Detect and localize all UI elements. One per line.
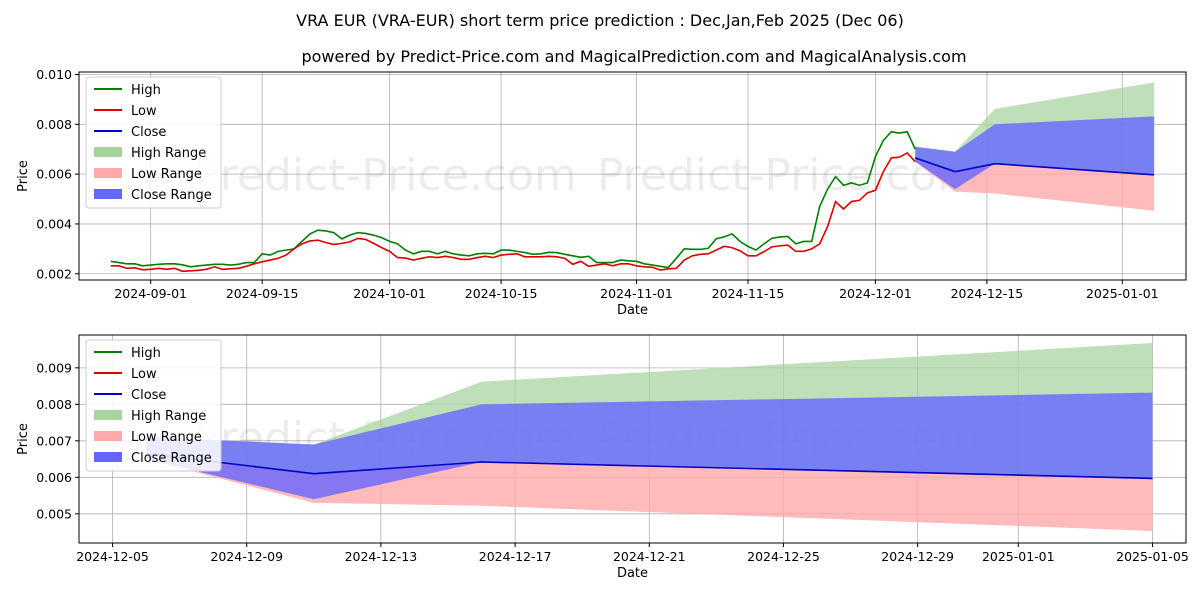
legend-label: Close [131,125,166,140]
legend-label: High [131,346,161,361]
y-axis-label: Price [16,423,31,455]
x-tick-label: 2024-12-25 [747,549,820,564]
close-range-band [146,392,1153,500]
top-chart-panel: Predict-Price.com Predict-Price.com2024-0… [16,67,1187,318]
legend-label: Close Range [131,451,212,466]
chart-title: VRA EUR (VRA-EUR) short term price predi… [296,11,904,30]
y-tick-label: 0.002 [36,266,72,281]
legend-swatch-box [94,452,122,462]
x-axis-label: Date [617,566,648,581]
bottom-chart-panel: Predict-Price.comPredict-Price.com2024-1… [16,334,1189,581]
close-forecast-line [914,157,1155,176]
y-tick-label: 0.008 [36,397,72,412]
x-tick-label: 2024-12-09 [210,549,283,564]
plot-area [110,82,1155,273]
legend: High Low Close High Range Low Range Close Ran… [85,339,222,472]
y-tick-label: 0.007 [36,433,72,448]
legend-swatch-box [94,147,122,157]
legend: High Low Close High Range Low Range Close Ran… [85,76,222,209]
legend-label: Close [131,388,166,403]
x-tick-label: 2024-10-01 [353,286,426,301]
plot-frame [78,71,1187,281]
legend-label: Close Range [131,188,212,203]
legend-swatch-box [94,189,122,199]
x-tick-label: 2024-09-01 [114,286,187,301]
x-tick-label: 2024-10-15 [465,286,538,301]
x-tick-label: 2024-09-15 [226,286,299,301]
legend-label: High [131,83,161,98]
x-tick-label: 2024-12-13 [345,549,418,564]
x-axis-label: Date [617,303,648,318]
y-tick-label: 0.008 [36,117,72,132]
x-tick-label: 2024-12-17 [479,549,552,564]
x-tick-label: 2025-01-01 [982,549,1055,564]
y-tick-label: 0.005 [36,506,72,521]
legend-label: Low [131,367,157,382]
close-forecast-line [145,452,1153,480]
y-tick-label: 0.010 [36,67,72,82]
legend-label: Low Range [131,430,202,445]
x-tick-label: 2024-12-01 [839,286,912,301]
legend-label: Low Range [131,167,202,182]
plot-area [145,343,1153,531]
legend-swatch-box [94,431,122,441]
low-history-line [110,151,916,273]
y-tick-label: 0.006 [36,470,72,485]
x-tick-label: 2025-01-05 [1116,549,1189,564]
legend-label: Low [131,104,157,119]
chart-subtitle: powered by Predict-Price.com and Magical… [301,47,966,66]
high-history-line [110,130,916,269]
y-axis-label: Price [16,160,31,192]
legend-label: High Range [131,409,206,424]
legend-label: High Range [131,146,206,161]
x-tick-label: 2024-12-05 [76,549,149,564]
x-tick-label: 2024-11-01 [600,286,673,301]
legend-swatch-box [94,410,122,420]
close-range-band [915,116,1155,190]
x-tick-label: 2025-01-01 [1086,286,1159,301]
watermark-text: Predict-Price.com [194,150,577,201]
y-tick-label: 0.004 [36,216,72,231]
y-tick-label: 0.009 [36,360,72,375]
y-tick-label: 0.006 [36,167,72,182]
legend-swatch-box [94,168,122,178]
x-tick-label: 2024-12-15 [951,286,1024,301]
x-tick-label: 2024-12-29 [881,549,954,564]
x-tick-label: 2024-12-21 [613,549,686,564]
x-tick-label: 2024-11-15 [712,286,785,301]
plot-frame [78,334,1187,544]
